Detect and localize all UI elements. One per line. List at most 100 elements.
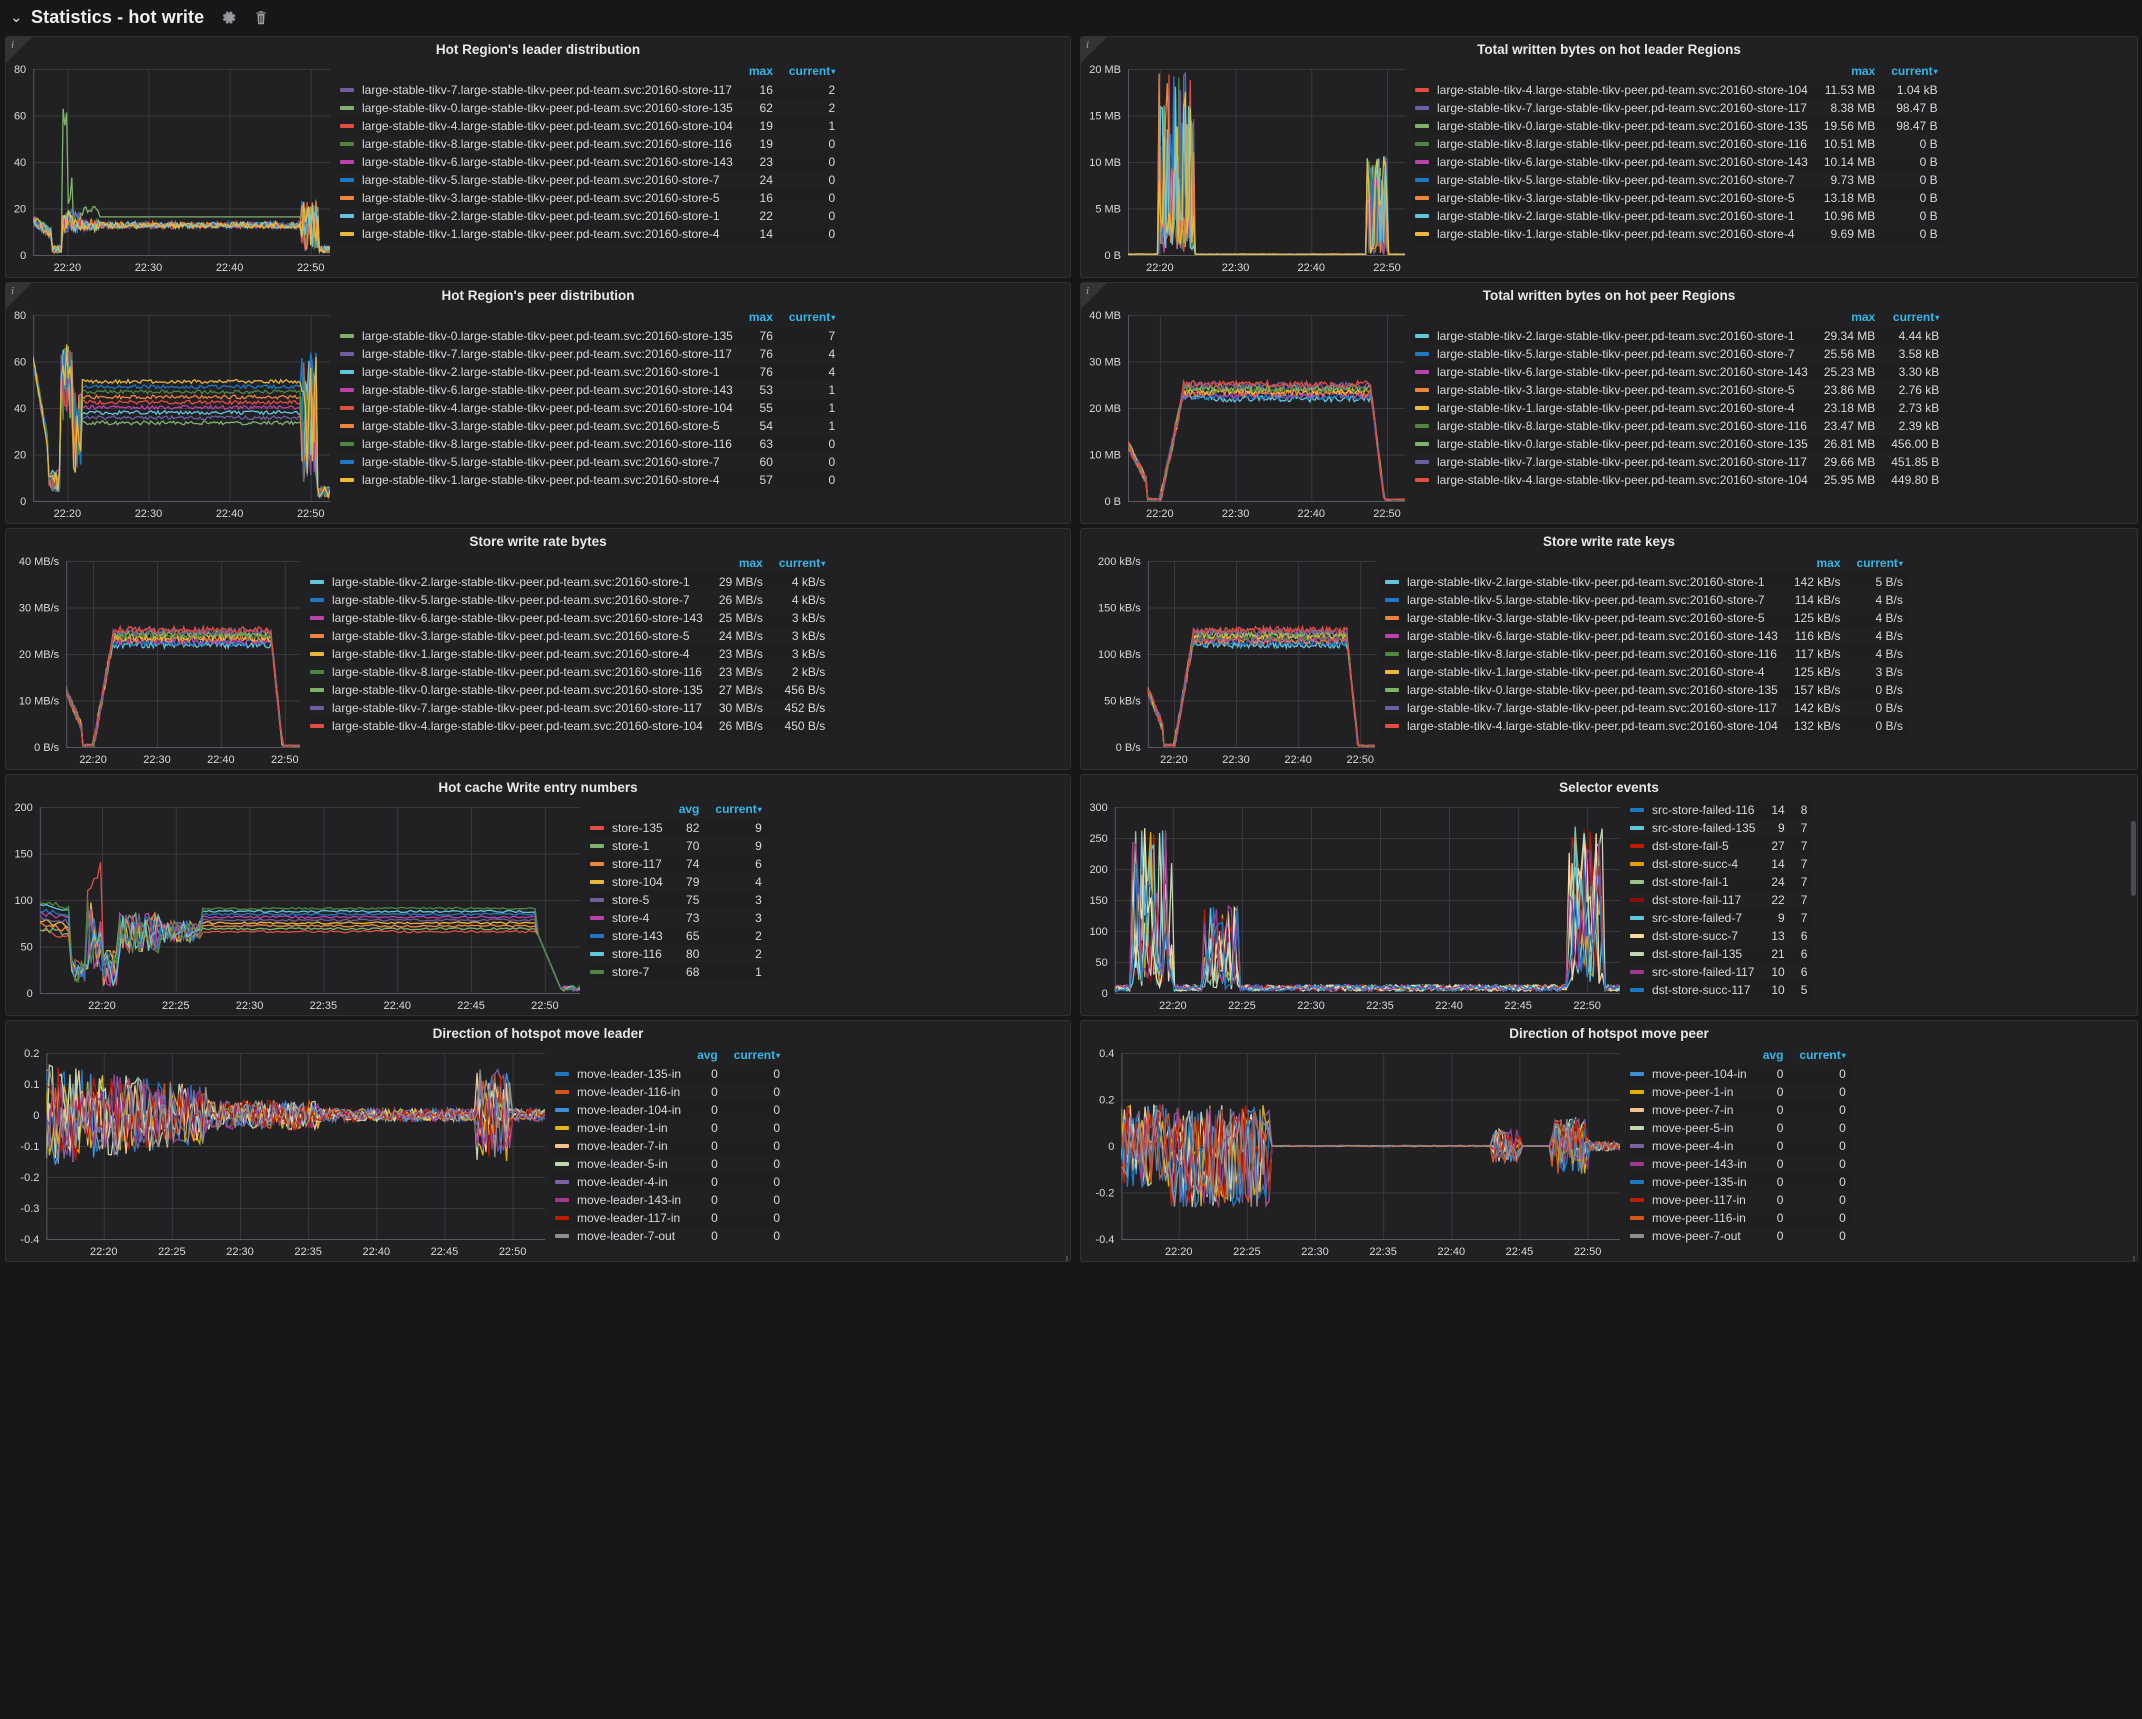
legend-row[interactable]: large-stable-tikv-4.large-stable-tikv-pe…	[1411, 81, 1944, 99]
legend-header-max[interactable]: max	[1816, 556, 1841, 570]
legend-series-name[interactable]: large-stable-tikv-7.large-stable-tikv-pe…	[1411, 99, 1814, 117]
legend-row[interactable]: large-stable-tikv-4.large-stable-tikv-pe…	[336, 399, 842, 417]
legend-header-current[interactable]: current▾	[1856, 556, 1903, 570]
panel-resize-handle[interactable]	[2126, 1251, 2135, 1261]
legend-series-name[interactable]: large-stable-tikv-3.large-stable-tikv-pe…	[1411, 189, 1814, 207]
legend-row[interactable]: store-4 73 3	[586, 909, 768, 927]
legend-color-swatch[interactable]	[1630, 879, 1644, 884]
legend-series-name[interactable]: large-stable-tikv-8.large-stable-tikv-pe…	[306, 663, 709, 681]
legend-row[interactable]: src-store-failed-135 9 7	[1626, 819, 1813, 837]
legend-color-swatch[interactable]	[555, 1107, 569, 1112]
legend-color-swatch[interactable]	[310, 687, 324, 692]
legend-row[interactable]: large-stable-tikv-7.large-stable-tikv-pe…	[1411, 453, 1945, 471]
legend-series-name[interactable]: move-peer-7-out	[1626, 1227, 1753, 1245]
legend-color-swatch[interactable]	[1415, 231, 1429, 236]
legend-row[interactable]: large-stable-tikv-7.large-stable-tikv-pe…	[306, 699, 831, 717]
legend-row[interactable]: large-stable-tikv-3.large-stable-tikv-pe…	[1411, 381, 1945, 399]
legend-color-swatch[interactable]	[1630, 825, 1644, 830]
legend-series-name[interactable]: move-leader-104-in	[551, 1101, 687, 1119]
legend-row[interactable]: move-leader-135-in 0 0	[551, 1065, 787, 1083]
legend-color-swatch[interactable]	[340, 141, 354, 146]
legend-color-swatch[interactable]	[590, 879, 604, 884]
legend-color-swatch[interactable]	[590, 825, 604, 830]
legend-header-current[interactable]: current▾	[788, 64, 836, 78]
legend-color-swatch[interactable]	[310, 723, 324, 728]
legend-color-swatch[interactable]	[340, 231, 354, 236]
panel[interactable]: Store write rate keys 200 kB/s 150 kB/s 100…	[1080, 528, 2138, 770]
dashboard-row-header[interactable]: ⌄ Statistics - hot write	[0, 0, 2142, 34]
legend-color-swatch[interactable]	[1630, 969, 1644, 974]
legend-color-swatch[interactable]	[340, 405, 354, 410]
legend-series-name[interactable]: large-stable-tikv-0.large-stable-tikv-pe…	[1381, 681, 1784, 699]
legend-color-swatch[interactable]	[1415, 159, 1429, 164]
legend-color-swatch[interactable]	[1630, 951, 1644, 956]
legend-header-max[interactable]: max	[1851, 64, 1876, 78]
legend-color-swatch[interactable]	[1630, 1233, 1644, 1238]
legend-series-name[interactable]: move-leader-4-in	[551, 1173, 687, 1191]
legend-series-name[interactable]: large-stable-tikv-1.large-stable-tikv-pe…	[1411, 225, 1814, 243]
legend-row[interactable]: large-stable-tikv-2.large-stable-tikv-pe…	[336, 207, 841, 225]
legend-series-name[interactable]: dst-store-succ-7	[1626, 927, 1761, 945]
legend-row[interactable]: store-143 65 2	[586, 927, 768, 945]
legend-row[interactable]: move-peer-7-out 0 0	[1626, 1227, 1852, 1245]
legend-color-swatch[interactable]	[1415, 333, 1429, 338]
legend-row[interactable]: store-135 82 9	[586, 819, 768, 837]
legend-color-swatch[interactable]	[1630, 843, 1644, 848]
legend-header-max[interactable]: max	[748, 64, 773, 78]
legend-row[interactable]: large-stable-tikv-8.large-stable-tikv-pe…	[306, 663, 831, 681]
legend-series-name[interactable]: large-stable-tikv-0.large-stable-tikv-pe…	[336, 327, 739, 345]
legend-row[interactable]: large-stable-tikv-8.large-stable-tikv-pe…	[1411, 417, 1945, 435]
legend-series-name[interactable]: move-leader-7-out	[551, 1227, 687, 1245]
panel-resize-handle[interactable]	[1059, 1251, 1068, 1261]
legend-row[interactable]: large-stable-tikv-5.large-stable-tikv-pe…	[306, 591, 831, 609]
legend-color-swatch[interactable]	[1415, 387, 1429, 392]
legend-series-name[interactable]: store-135	[586, 819, 669, 837]
legend-color-swatch[interactable]	[1630, 861, 1644, 866]
legend-row[interactable]: move-leader-104-in 0 0	[551, 1101, 787, 1119]
legend-row[interactable]: large-stable-tikv-6.large-stable-tikv-pe…	[1411, 363, 1946, 381]
legend-row[interactable]: large-stable-tikv-7.large-stable-tikv-pe…	[336, 345, 841, 363]
legend-series-name[interactable]: large-stable-tikv-1.large-stable-tikv-pe…	[306, 645, 709, 663]
legend-color-swatch[interactable]	[1630, 1071, 1644, 1076]
legend-series-name[interactable]: large-stable-tikv-4.large-stable-tikv-pe…	[306, 717, 709, 735]
legend-color-swatch[interactable]	[1630, 1197, 1644, 1202]
legend-color-swatch[interactable]	[1415, 369, 1429, 374]
info-icon[interactable]: i	[1086, 39, 1090, 51]
legend-color-swatch[interactable]	[340, 477, 354, 482]
legend-series-name[interactable]: large-stable-tikv-5.large-stable-tikv-pe…	[336, 453, 739, 471]
legend-row[interactable]: src-store-failed-116 14 8	[1626, 801, 1814, 819]
legend-row[interactable]: large-stable-tikv-5.large-stable-tikv-pe…	[1381, 591, 1909, 609]
legend-header-avg[interactable]: avg	[697, 1048, 718, 1062]
legend-row[interactable]: store-117 74 6	[586, 855, 768, 873]
legend-series-name[interactable]: src-store-failed-135	[1626, 819, 1761, 837]
legend-row[interactable]: large-stable-tikv-0.large-stable-tikv-pe…	[1411, 435, 1946, 453]
legend-color-swatch[interactable]	[1630, 1161, 1644, 1166]
panel[interactable]: Store write rate bytes 40 MB/s 30 MB/s 20 M…	[5, 528, 1071, 770]
legend-series-name[interactable]: dst-store-fail-135	[1626, 945, 1761, 963]
legend-header-current[interactable]: current▾	[788, 310, 836, 324]
legend-color-swatch[interactable]	[1630, 1125, 1644, 1130]
legend-header-avg[interactable]: avg	[678, 802, 700, 816]
legend-row[interactable]: large-stable-tikv-4.large-stable-tikv-pe…	[1411, 471, 1946, 489]
legend-series-name[interactable]: large-stable-tikv-2.large-stable-tikv-pe…	[336, 363, 739, 381]
legend-color-swatch[interactable]	[1415, 87, 1429, 92]
legend-row[interactable]: large-stable-tikv-4.large-stable-tikv-pe…	[1381, 717, 1909, 735]
legend-row[interactable]: dst-store-succ-117 10 5	[1626, 981, 1814, 999]
legend-series-name[interactable]: large-stable-tikv-2.large-stable-tikv-pe…	[336, 207, 739, 225]
legend-row[interactable]: large-stable-tikv-7.large-stable-tikv-pe…	[1381, 699, 1909, 717]
legend-row[interactable]: store-5 75 3	[586, 891, 768, 909]
legend-header-avg[interactable]: avg	[1762, 1048, 1784, 1062]
legend-series-name[interactable]: large-stable-tikv-8.large-stable-tikv-pe…	[1411, 417, 1814, 435]
legend-row[interactable]: large-stable-tikv-8.large-stable-tikv-pe…	[1381, 645, 1909, 663]
legend-color-swatch[interactable]	[1415, 405, 1429, 410]
panel-title[interactable]: Hot cache Write entry numbers	[438, 780, 638, 795]
legend-color-swatch[interactable]	[555, 1071, 569, 1076]
legend-row[interactable]: large-stable-tikv-6.large-stable-tikv-pe…	[1381, 627, 1909, 645]
legend-header-current[interactable]: current▾	[733, 1048, 781, 1062]
legend-row[interactable]: store-104 79 4	[586, 873, 768, 891]
legend-series-name[interactable]: large-stable-tikv-4.large-stable-tikv-pe…	[1381, 717, 1784, 735]
legend-row[interactable]: large-stable-tikv-6.large-stable-tikv-pe…	[336, 381, 841, 399]
legend-series-name[interactable]: src-store-failed-117	[1626, 963, 1761, 981]
legend-color-swatch[interactable]	[340, 423, 354, 428]
legend-row[interactable]: large-stable-tikv-0.large-stable-tikv-pe…	[336, 327, 842, 345]
